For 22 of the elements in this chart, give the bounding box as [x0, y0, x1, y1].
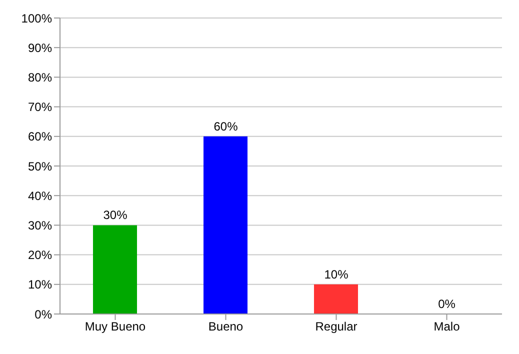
- y-tick-label: 100%: [21, 11, 52, 26]
- x-tick-label: Muy Bueno: [84, 320, 146, 334]
- bar: [204, 136, 248, 314]
- x-tick-label: Regular: [315, 320, 358, 334]
- y-tick-label: 30%: [28, 218, 52, 232]
- y-tick-label: 0%: [34, 307, 52, 322]
- data-label: 60%: [214, 119, 238, 134]
- y-tick-label: 60%: [28, 130, 52, 144]
- y-tick-label: 80%: [28, 70, 52, 84]
- x-tick-label: Bueno: [208, 320, 244, 334]
- data-label: 10%: [324, 267, 349, 282]
- data-label: 30%: [103, 208, 128, 222]
- y-tick-label: 90%: [28, 40, 52, 55]
- y-tick-label: 40%: [28, 188, 52, 203]
- data-label: 0%: [438, 297, 456, 311]
- y-tick-label: 50%: [28, 159, 52, 174]
- y-tick-label: 20%: [28, 248, 52, 262]
- x-tick-label: Malo: [434, 320, 460, 334]
- bar: [93, 225, 137, 314]
- bar: [314, 284, 358, 314]
- y-tick-label: 10%: [28, 278, 52, 292]
- y-tick-label: 70%: [28, 100, 52, 114]
